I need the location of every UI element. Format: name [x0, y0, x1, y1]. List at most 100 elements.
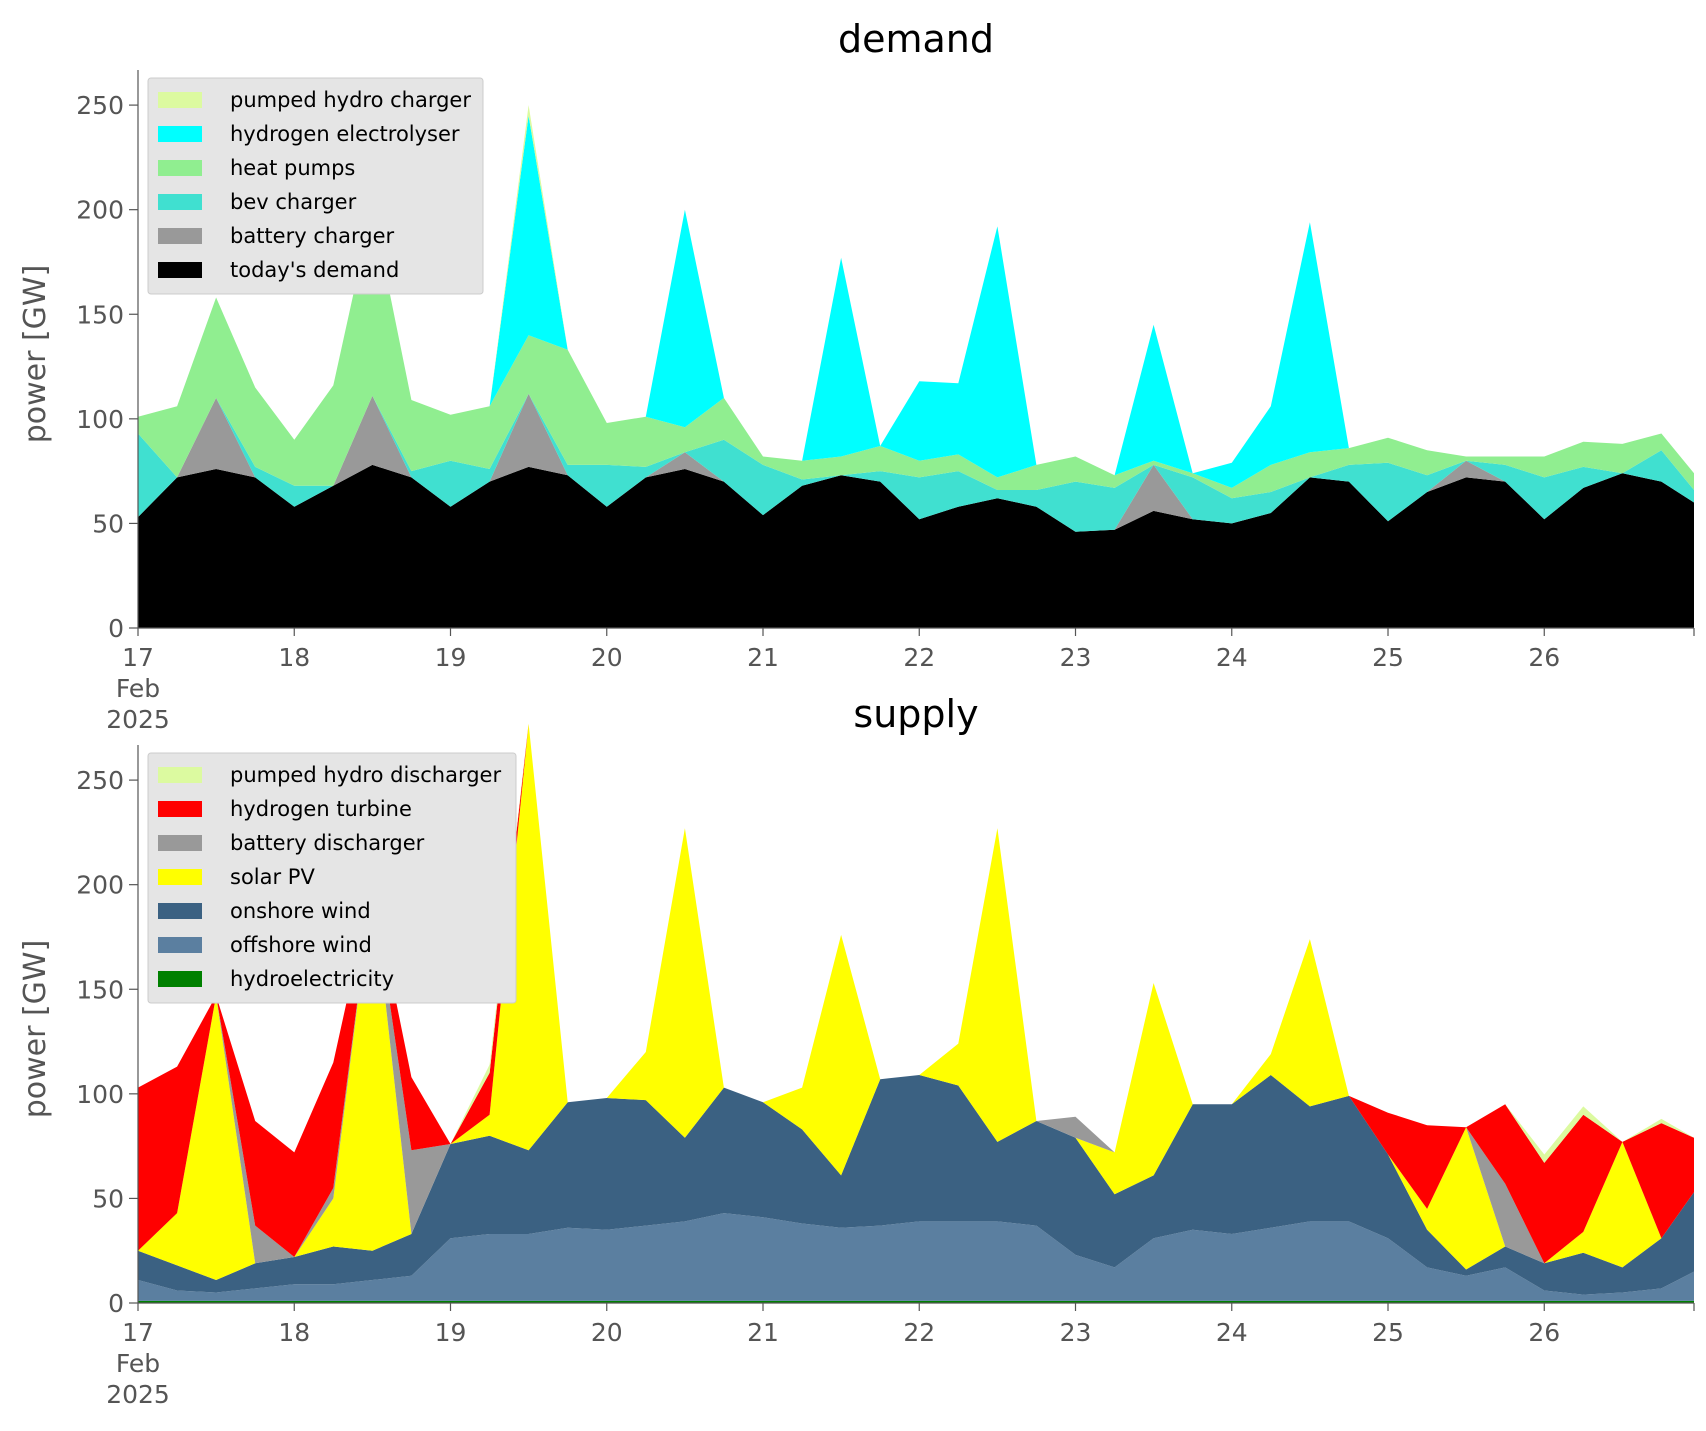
x-tick-label: 22: [903, 643, 935, 672]
area-today-s-demand: [138, 464, 1694, 628]
y-tick-label: 0: [108, 614, 124, 643]
chart-title: supply: [853, 692, 978, 736]
legend-label-heat-pumps: heat pumps: [230, 156, 355, 180]
x-tick-label: 18: [278, 643, 310, 672]
x-tick-label-line: 18: [278, 1318, 310, 1347]
legend-label-pumped-hydro-charger: pumped hydro charger: [230, 88, 471, 112]
legend-label-offshore-wind: offshore wind: [230, 933, 372, 957]
x-tick-label: 25: [1372, 1318, 1404, 1347]
y-tick-label: 150: [76, 975, 124, 1004]
y-tick-label: 150: [76, 300, 124, 329]
x-tick-label-line: 20: [591, 1318, 623, 1347]
y-tick-label: 0: [108, 1289, 124, 1318]
legend-label-pumped-hydro-discharger: pumped hydro discharger: [230, 763, 501, 787]
x-tick-label: 19: [435, 643, 467, 672]
x-tick-label-line: 26: [1528, 1318, 1560, 1347]
legend-swatch-pumped-hydro-discharger: [158, 767, 202, 783]
x-tick-label-line: 17: [122, 643, 154, 672]
legend-swatch-today-s-demand: [158, 262, 202, 278]
x-tick-label: 21: [747, 643, 779, 672]
legend-label-onshore-wind: onshore wind: [230, 899, 371, 923]
legend: pumped hydro discharger hydrogen turbine b…: [147, 752, 517, 1004]
x-tick-label: 18: [278, 1318, 310, 1347]
x-tick-label-line: 21: [747, 1318, 779, 1347]
x-tick-label-line: 25: [1372, 1318, 1404, 1347]
y-tick-label: 200: [76, 196, 124, 225]
legend-box: [147, 77, 484, 295]
area-offshore-wind: [138, 1213, 1694, 1301]
x-tick-label: 21: [747, 1318, 779, 1347]
legend-label-hydrogen-turbine: hydrogen turbine: [230, 797, 412, 821]
x-tick-label: 20: [591, 1318, 623, 1347]
x-tick-label-line: Feb: [116, 674, 160, 703]
y-axis-label: power [GW]: [18, 265, 53, 444]
area-solar-pv: [138, 723, 1694, 1280]
x-tick-label: 26: [1528, 643, 1560, 672]
area-onshore-wind: [138, 1075, 1694, 1295]
area-heat-pumps: [138, 207, 1694, 499]
legend-label-today-s-demand: today's demand: [230, 258, 399, 282]
x-tick-label-line: 24: [1216, 643, 1248, 672]
x-tick-label: 23: [1060, 1318, 1092, 1347]
x-tick-label: 24: [1216, 643, 1248, 672]
x-tick-label-line: 22: [903, 643, 935, 672]
legend-swatch-offshore-wind: [158, 937, 202, 953]
area-hydrogen-turbine: [138, 723, 1694, 1264]
x-tick-label-line: 20: [591, 643, 623, 672]
y-tick-label: 50: [92, 509, 124, 538]
y-tick-label: 50: [92, 1184, 124, 1213]
x-tick-label: 26: [1528, 1318, 1560, 1347]
legend-swatch-hydroelectricity: [158, 971, 202, 987]
x-tick-label: 19: [435, 1318, 467, 1347]
x-tick-label-line: Feb: [116, 1349, 160, 1378]
legend-swatch-battery-discharger: [158, 835, 202, 851]
x-tick-label-line: 21: [747, 643, 779, 672]
x-tick-label-line: 19: [435, 643, 467, 672]
stacked-areas: [138, 105, 1694, 628]
legend-swatch-onshore-wind: [158, 903, 202, 919]
x-tick-label-line: 26: [1528, 643, 1560, 672]
y-axis-label: power [GW]: [18, 940, 53, 1119]
legend-swatch-heat-pumps: [158, 160, 202, 176]
x-tick-label-line: 19: [435, 1318, 467, 1347]
x-tick-label: 22: [903, 1318, 935, 1347]
legend-box: [147, 752, 517, 1004]
legend-swatch-hydrogen-electrolyser: [158, 126, 202, 142]
y-tick-label: 200: [76, 871, 124, 900]
legend-label-bev-charger: bev charger: [230, 190, 357, 214]
x-tick-label: 25: [1372, 643, 1404, 672]
x-tick-label-line: 23: [1060, 1318, 1092, 1347]
x-tick-label-line: 2025: [106, 705, 170, 734]
legend-label-solar-pv: solar PV: [230, 865, 315, 889]
x-tick-label-line: 23: [1060, 643, 1092, 672]
x-tick-label: 24: [1216, 1318, 1248, 1347]
x-tick-label-line: 24: [1216, 1318, 1248, 1347]
x-tick-label: 23: [1060, 643, 1092, 672]
legend-label-hydrogen-electrolyser: hydrogen electrolyser: [230, 122, 460, 146]
x-tick-label-line: 2025: [106, 1380, 170, 1409]
area-battery-charger: [138, 393, 1694, 532]
y-tick-label: 100: [76, 1080, 124, 1109]
x-tick-label-line: 25: [1372, 643, 1404, 672]
y-tick-label: 250: [76, 766, 124, 795]
legend-label-battery-discharger: battery discharger: [230, 831, 425, 855]
y-tick-label: 250: [76, 91, 124, 120]
y-tick-label: 100: [76, 405, 124, 434]
legend-swatch-battery-charger: [158, 228, 202, 244]
x-tick-label-line: 22: [903, 1318, 935, 1347]
legend-swatch-bev-charger: [158, 194, 202, 210]
x-tick-label: 17 Feb 2025: [106, 643, 170, 734]
legend-swatch-hydrogen-turbine: [158, 801, 202, 817]
x-tick-label-line: 17: [122, 1318, 154, 1347]
legend-swatch-solar-pv: [158, 869, 202, 885]
legend: pumped hydro charger hydrogen electrolyse…: [147, 77, 484, 295]
legend-label-battery-charger: battery charger: [230, 224, 395, 248]
stacked-areas: [138, 723, 1694, 1303]
x-tick-label: 17 Feb 2025: [106, 1318, 170, 1409]
legend-label-hydroelectricity: hydroelectricity: [230, 967, 394, 991]
area-hydrogen-electrolyser: [138, 115, 1694, 488]
area-bev-charger: [138, 393, 1694, 532]
